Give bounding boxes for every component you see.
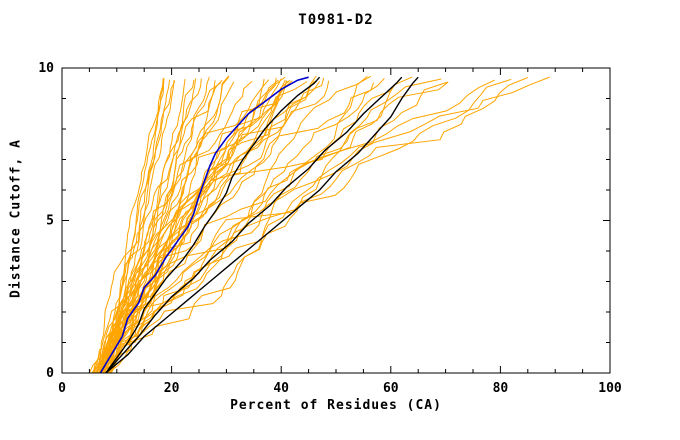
- y-tick-label: 10: [38, 61, 54, 76]
- ensemble-line: [94, 78, 202, 374]
- model-line: [105, 76, 403, 374]
- ensemble-line: [100, 80, 253, 374]
- ensemble-line: [88, 81, 308, 374]
- ensemble-line: [95, 80, 293, 374]
- x-axis-label: Percent of Residues (CA): [230, 398, 442, 413]
- model-line: [105, 76, 419, 374]
- ensemble-line: [102, 79, 195, 374]
- model-line: [105, 76, 321, 374]
- ensemble-line: [107, 81, 235, 374]
- best-model-line: [99, 76, 309, 374]
- ensemble-line: [93, 75, 368, 374]
- ensemble-line: [103, 79, 223, 374]
- ensemble-line: [100, 77, 325, 374]
- ensemble-line: [108, 78, 265, 374]
- ensemble-line: [99, 79, 164, 374]
- x-tick-label: 40: [273, 381, 289, 396]
- ensemble-line: [106, 79, 495, 374]
- ensemble-line: [101, 77, 165, 374]
- x-tick-label: 80: [493, 381, 509, 396]
- ensemble-line: [101, 76, 550, 374]
- ensemble-line: [109, 79, 175, 374]
- x-tick-label: 20: [164, 381, 180, 396]
- ensemble-line: [97, 78, 512, 374]
- ensemble-line: [98, 77, 528, 374]
- y-tick-label: 5: [46, 214, 54, 229]
- chart-title: T0981-D2: [298, 12, 374, 28]
- ensemble-line: [101, 81, 449, 374]
- x-tick-label: 100: [598, 381, 622, 396]
- ensemble-line: [110, 76, 413, 374]
- y-tick-label: 0: [46, 366, 54, 381]
- ensemble-line: [107, 81, 448, 374]
- x-tick-label: 60: [383, 381, 399, 396]
- ensemble-line: [100, 78, 186, 374]
- ensemble-line: [98, 76, 286, 374]
- x-tick-label: 0: [58, 381, 66, 396]
- ensemble-line: [107, 78, 442, 374]
